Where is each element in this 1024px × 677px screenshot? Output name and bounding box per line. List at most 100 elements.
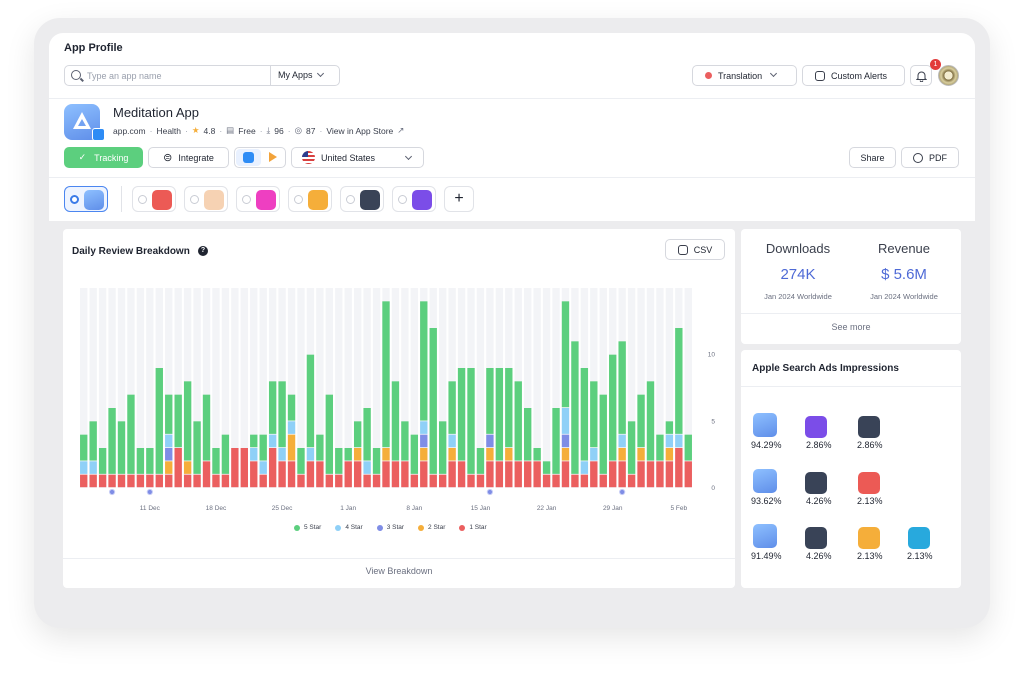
bar-one-star[interactable]: [495, 461, 504, 488]
bar-five-star[interactable]: [174, 394, 182, 448]
bar-one-star[interactable]: [372, 474, 381, 488]
bar-one-star[interactable]: [627, 474, 636, 488]
bar-five-star[interactable]: [212, 448, 220, 474]
bar-two-star[interactable]: [165, 461, 173, 474]
bar-one-star[interactable]: [136, 474, 145, 488]
bar-one-star[interactable]: [202, 461, 211, 488]
bar-one-star[interactable]: [618, 461, 626, 488]
view-in-app-store-link[interactable]: View in App Store: [326, 125, 394, 136]
bar-four-star[interactable]: [665, 434, 674, 448]
app-search[interactable]: My Apps: [64, 65, 340, 86]
compare-app-6[interactable]: [340, 186, 384, 212]
bar-two-star[interactable]: [420, 448, 428, 461]
bar-five-star[interactable]: [278, 381, 286, 448]
bar-five-star[interactable]: [382, 301, 390, 448]
radio-button[interactable]: [346, 195, 355, 204]
event-marker[interactable]: [619, 488, 626, 496]
bar-four-star[interactable]: [580, 461, 589, 474]
bar-one-star[interactable]: [259, 474, 267, 488]
bar-five-star[interactable]: [353, 421, 362, 448]
bar-four-star[interactable]: [89, 461, 97, 474]
bar-five-star[interactable]: [675, 328, 683, 434]
bar-one-star[interactable]: [221, 474, 230, 488]
bar-one-star[interactable]: [155, 474, 163, 488]
bar-five-star[interactable]: [316, 434, 324, 461]
bar-five-star[interactable]: [127, 394, 135, 474]
bar-four-star[interactable]: [268, 434, 277, 448]
bar-one-star[interactable]: [231, 448, 239, 488]
bar-four-star[interactable]: [448, 434, 456, 448]
view-breakdown-link[interactable]: View Breakdown: [365, 566, 433, 576]
bar-four-star[interactable]: [306, 448, 315, 461]
bar-five-star[interactable]: [514, 381, 522, 461]
bar-five-star[interactable]: [618, 341, 626, 434]
bar-five-star[interactable]: [467, 368, 475, 474]
bar-one-star[interactable]: [363, 474, 371, 488]
bar-one-star[interactable]: [325, 474, 334, 488]
translation-dropdown[interactable]: Translation: [692, 65, 797, 86]
bar-one-star[interactable]: [533, 461, 541, 488]
bar-one-star[interactable]: [665, 461, 674, 488]
bar-one-star[interactable]: [165, 474, 173, 488]
bar-four-star[interactable]: [287, 421, 296, 434]
bar-one-star[interactable]: [127, 474, 135, 488]
bar-one-star[interactable]: [316, 461, 324, 488]
bar-five-star[interactable]: [325, 394, 334, 474]
pdf-button[interactable]: PDF: [901, 147, 959, 168]
bar-four-star[interactable]: [561, 408, 570, 434]
bar-five-star[interactable]: [429, 328, 437, 474]
bar-five-star[interactable]: [524, 408, 532, 461]
bar-one-star[interactable]: [335, 474, 343, 488]
bar-one-star[interactable]: [448, 461, 456, 488]
bar-one-star[interactable]: [467, 474, 475, 488]
bar-two-star[interactable]: [287, 434, 296, 461]
bar-one-star[interactable]: [268, 448, 277, 488]
my-apps-dropdown[interactable]: My Apps: [278, 69, 324, 80]
search-input[interactable]: [87, 68, 267, 83]
bar-two-star[interactable]: [183, 461, 192, 474]
compare-app-meditation[interactable]: [64, 186, 108, 212]
bar-one-star[interactable]: [382, 461, 390, 488]
bar-two-star[interactable]: [353, 448, 362, 461]
bar-one-star[interactable]: [505, 461, 513, 488]
event-marker[interactable]: [486, 488, 494, 496]
bar-five-star[interactable]: [476, 448, 485, 474]
bar-four-star[interactable]: [259, 461, 267, 474]
store-toggle[interactable]: [234, 147, 286, 168]
bar-two-star[interactable]: [637, 448, 645, 461]
bar-five-star[interactable]: [108, 408, 116, 474]
bar-one-star[interactable]: [174, 448, 182, 488]
bar-one-star[interactable]: [637, 461, 645, 488]
radio-button[interactable]: [70, 195, 79, 204]
bar-one-star[interactable]: [344, 461, 352, 488]
bar-five-star[interactable]: [344, 448, 352, 461]
bar-four-star[interactable]: [250, 448, 258, 461]
bar-three-star[interactable]: [165, 448, 173, 461]
bar-one-star[interactable]: [89, 474, 97, 488]
bar-one-star[interactable]: [524, 461, 532, 488]
radio-button[interactable]: [190, 195, 199, 204]
bar-one-star[interactable]: [391, 461, 400, 488]
bar-one-star[interactable]: [590, 461, 598, 488]
bar-five-star[interactable]: [165, 394, 173, 434]
bar-four-star[interactable]: [165, 434, 173, 448]
csv-button[interactable]: CSV: [665, 239, 725, 260]
country-dropdown[interactable]: United States: [291, 147, 424, 168]
bar-five-star[interactable]: [420, 301, 428, 421]
bar-one-star[interactable]: [675, 448, 683, 488]
bar-five-star[interactable]: [250, 434, 258, 448]
bar-five-star[interactable]: [646, 381, 655, 461]
bar-one-star[interactable]: [486, 461, 494, 488]
bar-five-star[interactable]: [486, 368, 494, 434]
bar-two-star[interactable]: [448, 448, 456, 461]
bar-two-star[interactable]: [665, 448, 674, 461]
bar-five-star[interactable]: [136, 448, 145, 474]
bar-five-star[interactable]: [259, 434, 267, 461]
bar-one-star[interactable]: [410, 474, 419, 488]
bar-five-star[interactable]: [505, 368, 513, 448]
bar-four-star[interactable]: [590, 448, 598, 461]
compare-app-4[interactable]: [236, 186, 280, 212]
bar-four-star[interactable]: [80, 461, 88, 474]
bar-one-star[interactable]: [278, 461, 286, 488]
bar-four-star[interactable]: [675, 434, 683, 448]
